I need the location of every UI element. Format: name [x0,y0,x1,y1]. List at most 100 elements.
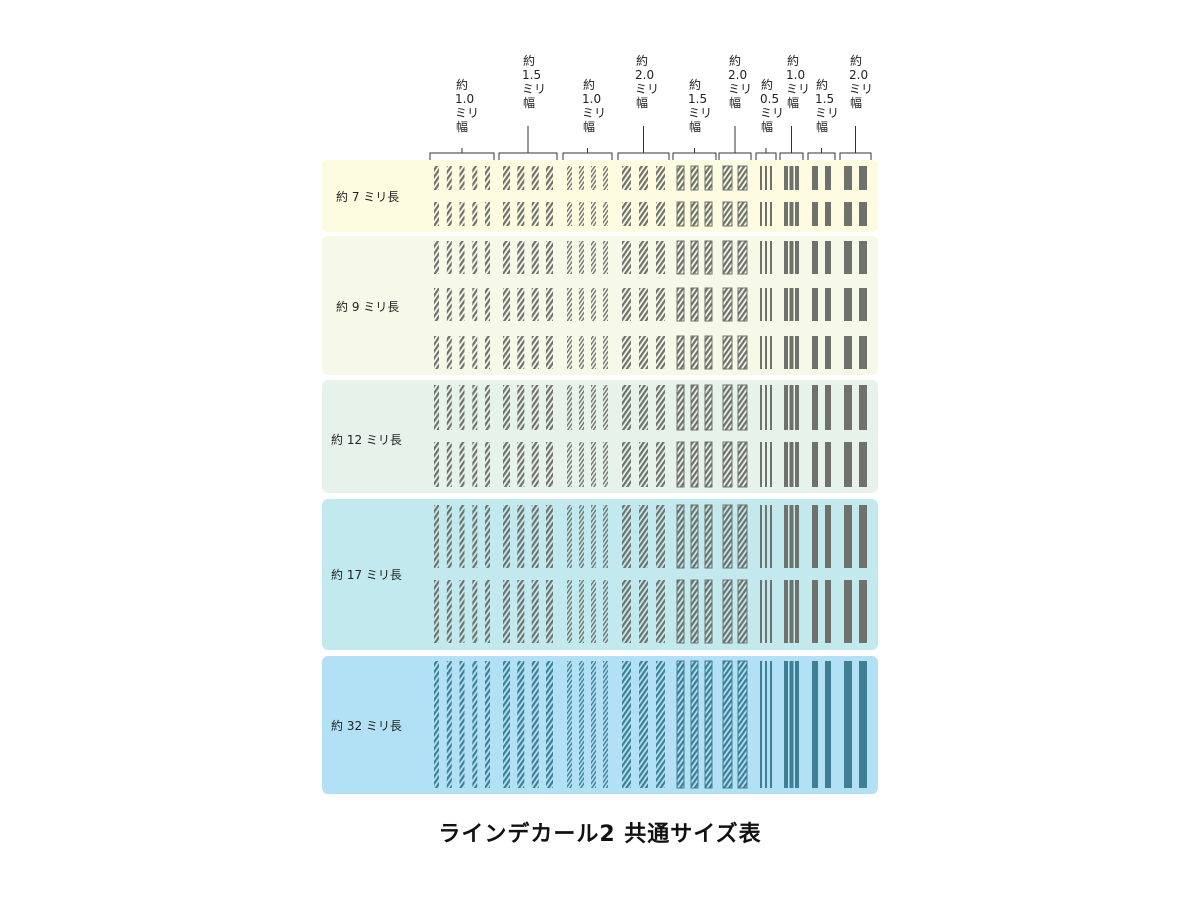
decal-bar [603,336,608,369]
decal-bar [472,241,478,274]
decal-bar [459,166,465,190]
decal-bar [622,336,631,369]
decal-bar [434,336,439,369]
decal-bar [639,505,648,568]
decal-bar [760,505,762,568]
decal-bar [531,442,539,487]
decal-bar [704,335,713,370]
decal-bar [446,442,452,487]
decal-bar [795,241,799,274]
row-label: 約 17 ミリ長 [331,568,402,582]
decal-bar [690,287,699,322]
decal-bar [795,580,799,643]
decal-bar [459,202,465,226]
decal-bar [531,385,539,430]
decal-bar [770,336,772,369]
decal-bar [784,241,788,274]
decal-bar [485,336,490,369]
decal-bar [704,287,713,322]
decal-bar [722,335,733,370]
decal-bar [789,288,794,321]
decal-bar [704,579,713,644]
column-bracket [718,126,752,160]
decal-bar [434,580,439,643]
decal-bar [676,201,685,227]
decal-bar [503,580,510,643]
decal-bar [531,580,539,643]
decal-bar [485,580,490,643]
decal-bar [737,441,748,488]
decal-bar [789,241,794,274]
decal-bar [472,336,478,369]
decal-bar [517,336,525,369]
decal-bar [825,288,831,321]
decal-bar [485,385,490,430]
decal-bar [459,336,465,369]
decal-bar [760,580,762,643]
decal-bar [737,660,748,789]
decal-bar [676,287,685,322]
decal-bar [859,442,867,487]
decal-bar [722,504,733,569]
decal-bar [722,287,733,322]
column-bracket [839,126,872,160]
decal-bar [859,385,867,430]
decal-bar [591,385,596,430]
decal-bar [765,505,767,568]
decal-bar [446,336,452,369]
decal-bar [567,661,572,788]
decal-bar [485,661,490,788]
decal-bar [639,442,648,487]
page-title: ラインデカール2 共通サイズ表 [438,822,762,847]
decal-bar [579,580,584,643]
column-bracket [429,148,495,160]
decal-bar [770,202,772,226]
decal-bar [676,504,685,569]
decal-bar [531,336,539,369]
decal-bar [656,202,665,226]
decal-bar [591,241,596,274]
decal-bar [459,505,465,568]
decal-bar [737,335,748,370]
decal-bar [656,336,665,369]
decal-bar [737,287,748,322]
decal-bar [567,442,572,487]
decal-bar [765,166,767,190]
decal-bar [789,385,794,430]
decal-bar [517,202,525,226]
decal-bar [591,336,596,369]
decal-bar [844,288,852,321]
decal-bar [812,580,818,643]
decal-bar [567,580,572,643]
decal-bar [459,241,465,274]
decal-bar [503,505,510,568]
decal-bar [690,579,699,644]
decal-bar [859,241,867,274]
decal-bar [704,201,713,227]
decal-bar [517,385,525,430]
decal-bar [579,385,584,430]
decal-bar [825,202,831,226]
decal-bar [485,241,490,274]
decal-bar [676,165,685,191]
decal-bar [472,385,478,430]
decal-bar [579,661,584,788]
decal-bar [446,166,452,190]
decal-bar [765,202,767,226]
decal-bar [446,580,452,643]
decal-bar [770,241,772,274]
decal-bar [812,241,818,274]
decal-bar [737,201,748,227]
decal-bar [825,336,831,369]
row-label: 約 7 ミリ長 [336,190,400,204]
decal-bar [676,660,685,789]
decal-bar [503,166,510,190]
decal-bar [446,241,452,274]
decal-bar [844,661,852,788]
decal-bar [517,288,525,321]
decal-bar [722,441,733,488]
decal-bar [459,442,465,487]
decal-bar [795,385,799,430]
decal-bar [737,165,748,191]
